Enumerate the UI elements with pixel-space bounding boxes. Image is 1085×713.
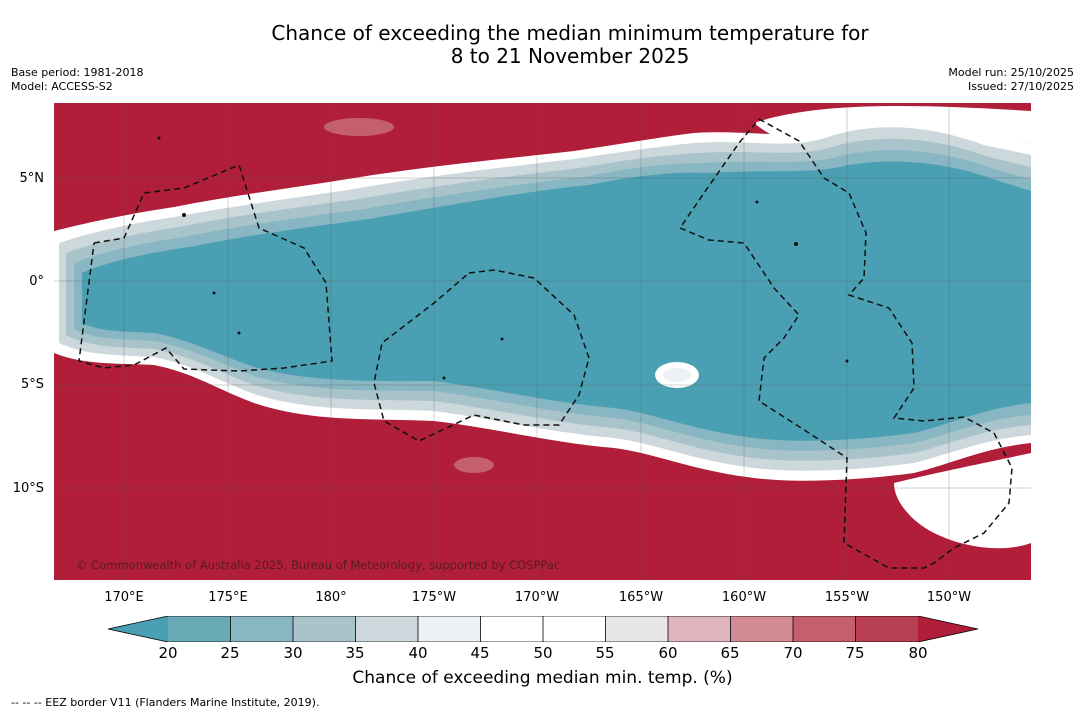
colorbar-tick-55: 55 [595, 644, 615, 662]
colorbar-bin-45-50 [480, 616, 543, 642]
meta-left: Base period: 1981-2018 Model: ACCESS-S2 [11, 66, 143, 94]
colorbar-extend-low [108, 616, 168, 642]
lat-label-5n: 5°N [19, 171, 45, 186]
colorbar-tick-25: 25 [220, 644, 240, 662]
colorbar-bin-65-70 [730, 616, 793, 642]
colorbar-bin-25-30 [230, 616, 293, 642]
island [182, 213, 186, 217]
colorbar-tick-80: 80 [908, 644, 928, 662]
colorbar-bin-50-55 [543, 616, 606, 642]
eez-border-phoenix [373, 269, 590, 442]
island [500, 337, 504, 341]
lon-label-170e: 170°E [104, 590, 144, 605]
issued-date: Issued: 27/10/2025 [967, 80, 1074, 93]
probability-map [54, 103, 1031, 580]
colorbar-tick-70: 70 [783, 644, 803, 662]
base-period: Base period: 1981-2018 [11, 66, 144, 79]
eez-borders [78, 118, 1013, 569]
eez-border-line-islands [678, 118, 1013, 569]
colorbar-tick-20: 20 [158, 644, 178, 662]
graticule [54, 103, 1031, 580]
colorbar-bin-20-25 [168, 616, 231, 642]
colorbar [107, 615, 979, 646]
colorbar-bin-70-75 [793, 616, 856, 642]
island [212, 291, 216, 295]
copyright-notice: © Commonwealth of Australia 2025, Bureau… [76, 558, 561, 572]
grey-patch-center [663, 368, 691, 382]
colorbar-svg [107, 615, 979, 643]
colorbar-bin-35-40 [355, 616, 418, 642]
model-run: Model run: 25/10/2025 [948, 66, 1074, 79]
colorbar-tick-75: 75 [845, 644, 865, 662]
lon-label-160w: 160°W [721, 590, 767, 605]
lon-label-180: 180° [315, 590, 347, 605]
lat-label-0: 0° [29, 274, 44, 289]
lon-label-150w: 150°W [926, 590, 972, 605]
lon-label-155w: 155°W [824, 590, 870, 605]
colorbar-tick-50: 50 [533, 644, 553, 662]
lon-label-175w: 175°W [411, 590, 457, 605]
colorbar-bin-75-80 [855, 616, 918, 642]
model-name: Model: ACCESS-S2 [11, 80, 113, 93]
colorbar-tick-60: 60 [658, 644, 678, 662]
colorbar-tick-45: 45 [470, 644, 490, 662]
island [442, 376, 446, 380]
meta-right: Model run: 25/10/2025 Issued: 27/10/2025 [948, 66, 1074, 94]
lat-label-5s: 5°S [20, 377, 44, 392]
island [237, 331, 241, 335]
colorbar-dividers [230, 616, 856, 642]
map-canvas [54, 103, 1031, 580]
colorbar-tick-40: 40 [408, 644, 428, 662]
eez-legend-note: -- -- -- EEZ border V11 (Flanders Marine… [11, 696, 320, 709]
pink-patch-top [324, 118, 394, 136]
colorbar-tick-30: 30 [283, 644, 303, 662]
title-line-2: 8 to 21 November 2025 [450, 44, 690, 68]
colorbar-label: Chance of exceeding median min. temp. (%… [352, 668, 733, 688]
colorbar-tick-65: 65 [720, 644, 740, 662]
lat-label-10s: 10°S [12, 481, 44, 496]
island [157, 136, 161, 140]
lon-label-170w: 170°W [514, 590, 560, 605]
islands [157, 136, 849, 380]
island [794, 242, 798, 246]
white-patch-southeast [894, 453, 1031, 549]
colorbar-bin-40-45 [418, 616, 481, 642]
colorbar-extend-high [918, 616, 978, 642]
island [755, 200, 759, 204]
colorbar-tick-35: 35 [345, 644, 365, 662]
eez-border-kiribati-gilbert [78, 163, 333, 372]
title-line-1: Chance of exceeding the median minimum t… [271, 21, 869, 45]
lon-label-165w: 165°W [618, 590, 664, 605]
colorbar-bin-55-60 [605, 616, 668, 642]
colorbar-bin-30-35 [293, 616, 356, 642]
lon-label-175e: 175°E [208, 590, 248, 605]
island [845, 359, 849, 363]
band-blue-core [82, 161, 1031, 441]
colorbar-bin-60-65 [668, 616, 731, 642]
pink-patch-south [454, 457, 494, 473]
map-title: Chance of exceeding the median minimum t… [0, 22, 1085, 68]
